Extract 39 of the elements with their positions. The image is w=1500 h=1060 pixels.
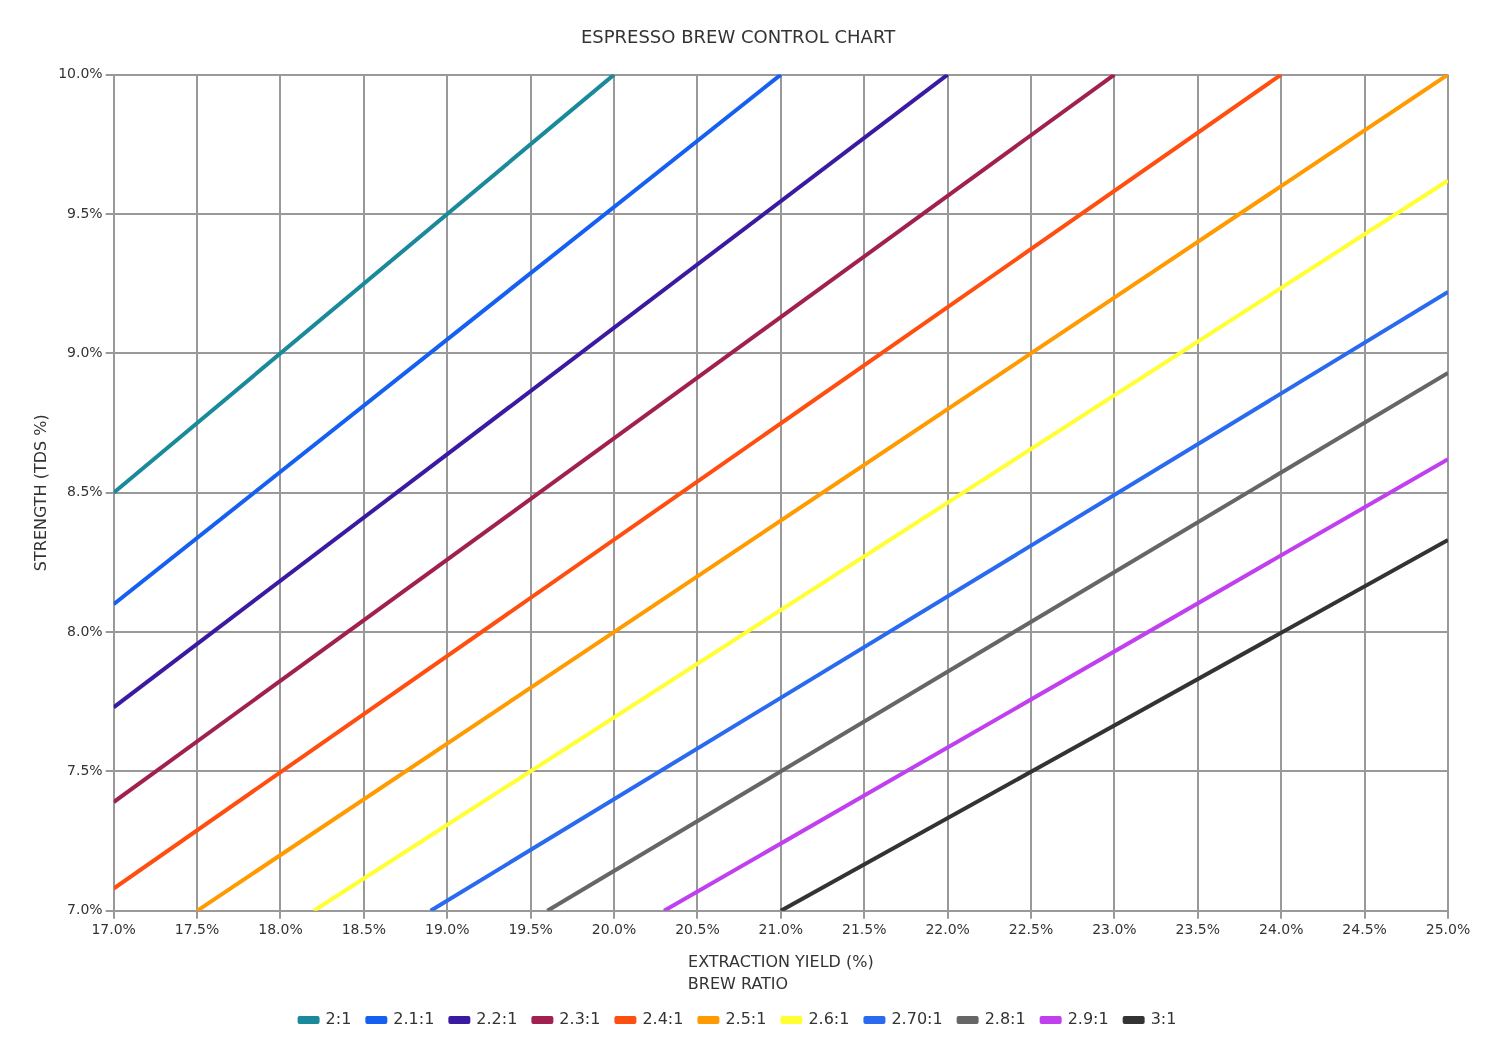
legend-label: 2.3:1	[559, 1009, 601, 1029]
x-tick-label: 22.5%	[1008, 920, 1054, 937]
chart-title: ESPRESSO BREW CONTROL CHART	[580, 26, 897, 48]
legend-label: 2.1:1	[393, 1009, 435, 1029]
legend-label: 2.4:1	[642, 1009, 684, 1029]
x-tick-label: 23.5%	[1175, 920, 1221, 937]
legend-label: 2.70:1	[891, 1009, 943, 1029]
x-tick-label: 22.0%	[925, 920, 970, 937]
legend-title: BREW RATIO	[687, 973, 789, 993]
legend-label: 2.8:1	[984, 1009, 1026, 1029]
x-tick-label: 23.0%	[1092, 920, 1137, 937]
y-axis-title: STRENGTH (TDS %)	[30, 414, 50, 572]
x-tick-label: 17.0%	[91, 920, 136, 937]
x-tick-label: 24.0%	[1258, 920, 1304, 937]
x-tick-label: 21.0%	[758, 920, 804, 937]
legend-label: 2.2:1	[476, 1009, 518, 1029]
y-tick-label: 7.5%	[67, 762, 103, 779]
x-tick-label: 24.5%	[1342, 920, 1387, 937]
x-axis-title: EXTRACTION YIELD (%)	[688, 952, 874, 972]
legend-label: 3:1	[1150, 1009, 1177, 1029]
legend-label: 2:1	[325, 1009, 352, 1029]
y-tick-label: 8.0%	[67, 622, 103, 639]
y-tick-label: 8.5%	[67, 483, 103, 500]
x-tick-label: 17.5%	[174, 920, 220, 937]
y-tick-label: 9.0%	[67, 343, 103, 360]
y-tick-label: 7.0%	[67, 901, 103, 918]
x-tick-label: 18.0%	[258, 920, 303, 937]
legend-label: 2.5:1	[725, 1009, 767, 1029]
legend-label: 2.9:1	[1067, 1009, 1109, 1029]
y-tick-label: 9.5%	[67, 204, 103, 221]
x-tick-label: 20.5%	[675, 920, 720, 937]
x-tick-label: 20.0%	[591, 920, 637, 937]
x-tick-label: 19.0%	[425, 920, 470, 937]
x-tick-label: 21.5%	[841, 920, 887, 937]
legend-label: 2.6:1	[808, 1009, 850, 1029]
x-tick-label: 19.5%	[508, 920, 553, 937]
y-tick-label: 10.0%	[58, 65, 103, 82]
x-tick-label: 18.5%	[341, 920, 387, 937]
x-tick-label: 25.0%	[1425, 920, 1471, 937]
